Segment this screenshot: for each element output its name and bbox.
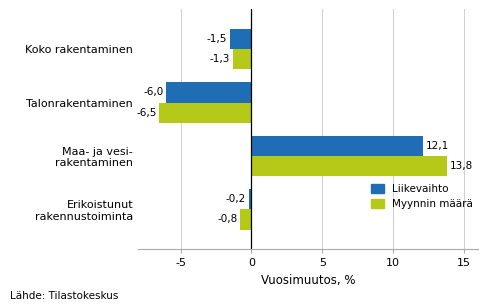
Bar xyxy=(233,49,251,69)
Legend: Liikevaihto, Myynnin määrä: Liikevaihto, Myynnin määrä xyxy=(371,184,473,209)
Text: 13,8: 13,8 xyxy=(450,161,473,171)
Bar xyxy=(248,189,251,209)
Bar xyxy=(240,209,251,230)
Text: 12,1: 12,1 xyxy=(426,141,449,151)
Bar xyxy=(251,156,447,176)
Bar xyxy=(230,29,251,49)
Bar xyxy=(167,82,251,102)
X-axis label: Vuosimuutos, %: Vuosimuutos, % xyxy=(261,274,355,287)
Text: -0,2: -0,2 xyxy=(225,194,246,204)
Text: -6,5: -6,5 xyxy=(136,108,156,118)
Text: -0,8: -0,8 xyxy=(217,214,237,224)
Text: -6,0: -6,0 xyxy=(143,87,164,97)
Text: Lähde: Tilastokeskus: Lähde: Tilastokeskus xyxy=(10,291,118,301)
Text: -1,3: -1,3 xyxy=(210,54,230,64)
Bar xyxy=(159,102,251,123)
Bar xyxy=(251,136,423,156)
Text: -1,5: -1,5 xyxy=(207,34,227,44)
